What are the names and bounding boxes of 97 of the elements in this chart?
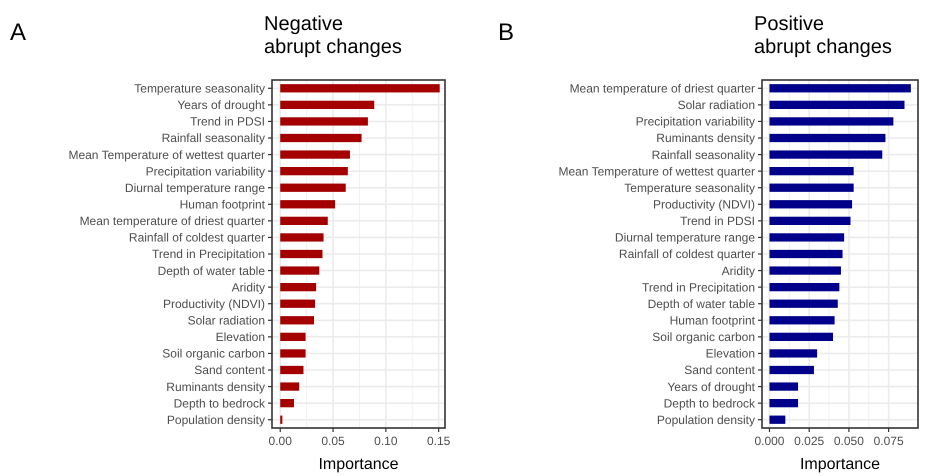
y-tick-label: Temperature seasonality xyxy=(624,180,755,195)
text: A xyxy=(10,19,26,46)
bar xyxy=(280,134,362,142)
bar xyxy=(280,167,348,176)
bar xyxy=(769,117,894,126)
y-tick-label: Trend in Precipitation xyxy=(152,247,265,262)
y-tick-label: Mean temperature of driest quarter xyxy=(80,214,265,228)
y-tick-label: Population density xyxy=(656,412,755,427)
x-tick-label: 0.025 xyxy=(794,434,825,448)
bar xyxy=(280,300,316,308)
bar xyxy=(769,134,886,142)
y-tick-label: Sand content xyxy=(684,363,756,378)
y-tick-label: Population density xyxy=(166,412,265,427)
bar xyxy=(769,366,814,374)
y-tick-label: Productivity (NDVI) xyxy=(162,296,265,311)
bar xyxy=(769,233,844,242)
y-tick-label: Trend in PDSI xyxy=(190,114,265,129)
y-tick-label: Human footprint xyxy=(670,313,756,328)
y-tick-label: Aridity xyxy=(722,264,755,278)
bar xyxy=(280,266,320,275)
x-tick-label: 0.00 xyxy=(268,434,292,448)
bar xyxy=(769,250,843,258)
bar xyxy=(280,184,346,192)
y-tick-label: Soil organic carbon xyxy=(162,346,265,361)
bar xyxy=(769,283,840,292)
bar xyxy=(769,150,882,159)
x-tick-label: 0.15 xyxy=(426,434,451,448)
x-axis-title: Importance xyxy=(800,456,880,473)
bar xyxy=(280,250,322,258)
y-tick-label: Trend in PDSI xyxy=(680,214,755,228)
bar xyxy=(280,399,294,408)
bar xyxy=(769,382,798,391)
y-tick-label: Mean Temperature of wettest quarter xyxy=(558,164,756,178)
chart-title: Negative abrupt changes xyxy=(264,13,402,58)
y-tick-label: Rainfall seasonality xyxy=(652,148,755,162)
bar xyxy=(280,216,328,225)
bar xyxy=(280,100,374,109)
bar xyxy=(769,216,850,225)
x-tick-label: 0.075 xyxy=(874,434,904,448)
bar xyxy=(769,416,786,424)
y-tick-label: Diurnal temperature range xyxy=(124,180,266,195)
bar xyxy=(769,184,854,192)
y-tick-label: Soil organic carbon xyxy=(652,330,755,344)
bar xyxy=(769,349,818,358)
bar xyxy=(769,266,841,275)
x-tick-label: 0.10 xyxy=(374,434,398,448)
y-tick-label: Mean temperature of driest quarter xyxy=(570,81,755,96)
bar xyxy=(769,332,834,341)
bar xyxy=(769,200,852,208)
bar xyxy=(280,283,316,292)
y-tick-label: Rainfall seasonality xyxy=(162,131,265,146)
text: B xyxy=(498,19,514,46)
bar xyxy=(280,382,300,391)
bar xyxy=(280,200,336,208)
bar xyxy=(769,300,838,308)
bar xyxy=(280,117,368,126)
y-tick-label: Rainfall of coldest quarter xyxy=(128,230,265,245)
y-tick-label: Depth to bedrock xyxy=(174,396,266,410)
y-tick-label: Elevation xyxy=(706,346,755,361)
y-tick-label: Depth to bedrock xyxy=(664,396,756,410)
y-tick-label: Years of drought xyxy=(177,98,266,112)
y-tick-label: Elevation xyxy=(216,330,265,344)
bar xyxy=(280,316,314,324)
y-tick-label: Ruminants density xyxy=(656,131,755,146)
y-tick-label: Ruminants density xyxy=(166,380,265,394)
chart-title: Positive abrupt changes xyxy=(754,13,892,58)
y-tick-label: Productivity (NDVI) xyxy=(652,197,755,212)
y-tick-label: Solar radiation xyxy=(678,98,755,112)
y-tick-label: Rainfall of coldest quarter xyxy=(618,247,755,262)
y-tick-label: Precipitation variability xyxy=(146,164,265,178)
bar xyxy=(280,349,306,358)
x-tick-label: 0.050 xyxy=(834,434,864,448)
y-tick-label: Depth of water table xyxy=(648,296,756,311)
x-axis-title: Importance xyxy=(318,456,399,473)
x-tick-label: 0.05 xyxy=(321,434,346,448)
y-tick-label: Mean Temperature of wettest quarter xyxy=(68,148,266,162)
y-tick-label: Aridity xyxy=(232,280,265,294)
bar xyxy=(280,84,440,92)
y-tick-label: Depth of water table xyxy=(158,264,266,278)
y-tick-label: Years of drought xyxy=(667,380,756,394)
x-tick-label: 0.000 xyxy=(754,434,785,448)
y-tick-label: Temperature seasonality xyxy=(134,81,265,96)
bar xyxy=(280,233,324,242)
bar xyxy=(769,100,904,109)
bar xyxy=(769,167,854,176)
bar xyxy=(280,332,306,341)
bar xyxy=(280,150,350,159)
bar xyxy=(769,316,835,324)
y-tick-label: Diurnal temperature range xyxy=(614,230,756,245)
bar xyxy=(769,84,911,92)
bar xyxy=(769,399,798,408)
y-tick-label: Sand content xyxy=(194,363,266,378)
y-tick-label: Precipitation variability xyxy=(636,114,755,129)
y-tick-label: Human footprint xyxy=(180,197,266,212)
y-tick-label: Solar radiation xyxy=(188,313,265,328)
y-tick-label: Trend in Precipitation xyxy=(642,280,755,294)
bar xyxy=(280,366,304,374)
